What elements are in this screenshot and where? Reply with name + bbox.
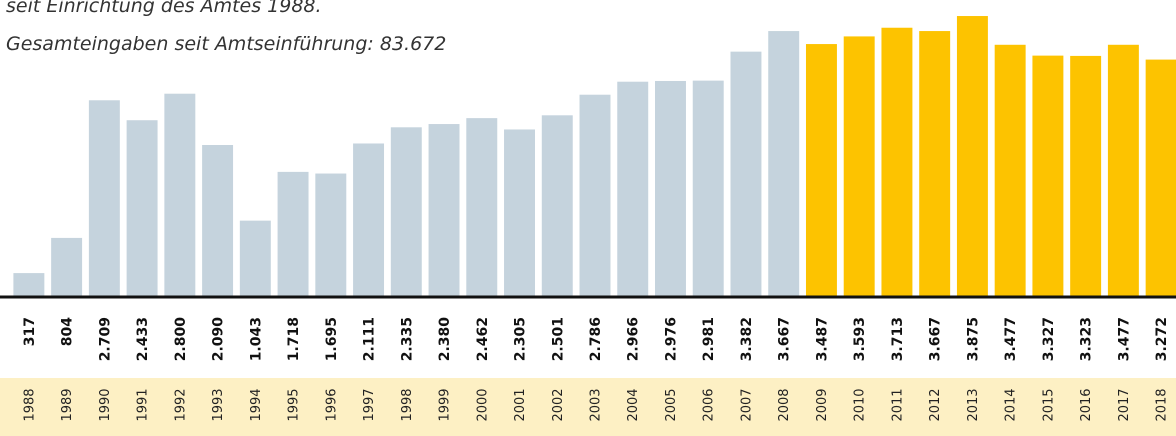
value-label: 2.305 <box>513 317 529 361</box>
value-label: 2.976 <box>663 317 679 361</box>
x-tick-label: 2008 <box>777 388 792 421</box>
value-label: 2.709 <box>97 317 113 361</box>
x-tick-label: 1993 <box>211 388 226 421</box>
value-label: 3.667 <box>928 317 944 361</box>
x-tick-label: 2016 <box>1079 388 1094 421</box>
bar <box>919 31 951 296</box>
value-label: 3.382 <box>739 317 755 361</box>
bar <box>1032 55 1064 296</box>
value-label: 3.272 <box>1154 317 1170 361</box>
bar <box>504 129 535 296</box>
value-label: 3.323 <box>1079 317 1095 361</box>
x-tick-label: 1994 <box>249 388 264 421</box>
x-tick-label: 2013 <box>966 388 981 421</box>
value-label: 3.327 <box>1041 317 1057 361</box>
bar <box>956 16 988 296</box>
x-tick-label: 1995 <box>287 388 302 421</box>
value-label: 3.713 <box>890 317 906 361</box>
value-label: 2.380 <box>437 317 453 362</box>
x-tick-label: 2007 <box>739 388 754 421</box>
bar <box>881 27 913 297</box>
year-band <box>0 378 1176 436</box>
bar <box>466 118 498 296</box>
bar <box>692 80 724 297</box>
x-tick-label: 2001 <box>513 388 528 421</box>
x-tick-label: 1988 <box>22 388 37 421</box>
bar <box>51 237 83 296</box>
bar <box>1145 59 1176 297</box>
x-tick-label: 1992 <box>173 388 188 421</box>
x-tick-label: 2000 <box>475 388 490 421</box>
bar <box>617 81 649 296</box>
x-tick-label: 2018 <box>1155 388 1170 421</box>
bar <box>768 31 800 296</box>
x-tick-label: 1997 <box>362 388 377 421</box>
bar <box>994 44 1026 297</box>
bar <box>655 80 686 296</box>
x-tick-label: 1989 <box>60 388 75 421</box>
bar <box>428 124 460 296</box>
value-label: 3.875 <box>965 317 981 361</box>
bar <box>13 273 45 296</box>
bar <box>126 120 158 296</box>
x-tick-label: 2009 <box>815 388 830 421</box>
bar <box>843 36 875 296</box>
value-label: 2.501 <box>550 317 566 361</box>
bar <box>202 144 234 296</box>
value-label: 2.462 <box>475 317 491 361</box>
x-tick-label: 2010 <box>853 388 868 421</box>
value-label: 1.695 <box>324 317 340 361</box>
bar <box>1107 44 1139 297</box>
chart-subtitle: Gesamteingaben seit Amtseinführung: 83.6… <box>6 33 446 55</box>
value-label: 2.786 <box>588 317 604 361</box>
value-label: 3.487 <box>814 317 830 361</box>
value-label: 2.111 <box>362 317 378 361</box>
bar <box>164 93 196 296</box>
x-tick-label: 1990 <box>98 388 113 421</box>
value-label: 2.090 <box>211 317 227 362</box>
bar <box>579 94 611 296</box>
x-tick-label: 2002 <box>551 388 566 421</box>
value-label: 2.433 <box>135 317 151 361</box>
value-label: 2.800 <box>173 317 189 362</box>
bar <box>315 173 347 296</box>
x-tick-label: 2005 <box>664 388 679 421</box>
bar <box>805 44 837 296</box>
x-tick-label: 2012 <box>928 388 943 421</box>
bar <box>730 51 762 297</box>
x-tick-label: 2004 <box>626 388 641 421</box>
x-tick-label: 2017 <box>1117 388 1132 421</box>
chart-title: seit Einrichtung des Amtes 1988. <box>6 0 322 17</box>
x-tick-label: 2014 <box>1004 388 1019 421</box>
value-label: 3.593 <box>852 317 868 361</box>
bar <box>390 127 422 296</box>
x-tick-label: 1998 <box>400 388 415 421</box>
bar <box>1070 55 1102 296</box>
value-label: 317 <box>22 317 38 346</box>
x-tick-label: 2011 <box>890 388 905 421</box>
bar <box>353 143 385 296</box>
value-label: 3.667 <box>777 317 793 361</box>
value-label: 804 <box>60 317 76 346</box>
value-label: 1.718 <box>286 317 302 361</box>
value-label: 3.477 <box>1116 317 1132 361</box>
bar <box>541 115 573 296</box>
bar <box>239 220 271 296</box>
x-tick-label: 1991 <box>136 388 151 421</box>
value-label: 2.981 <box>701 317 717 361</box>
bar <box>88 100 120 296</box>
x-tick-label: 1996 <box>324 388 339 421</box>
value-label: 3.477 <box>1003 317 1019 361</box>
value-label: 1.043 <box>248 317 264 361</box>
x-tick-label: 2003 <box>589 388 604 421</box>
x-tick-label: 2006 <box>702 388 717 421</box>
bar <box>277 171 309 296</box>
value-label: 2.966 <box>626 317 642 361</box>
value-label: 2.335 <box>399 317 415 361</box>
x-tick-label: 1999 <box>438 388 453 421</box>
x-tick-label: 2015 <box>1041 388 1056 421</box>
